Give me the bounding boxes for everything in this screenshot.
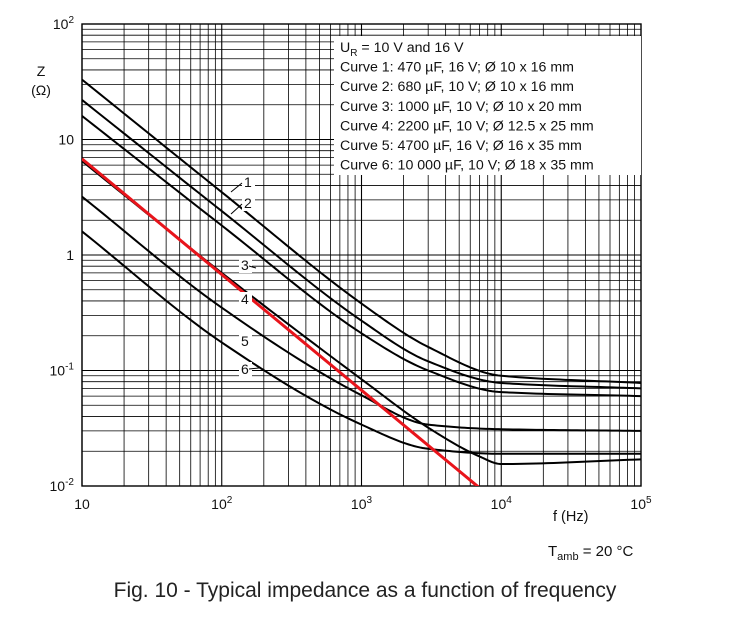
curve-label-leader	[248, 265, 257, 269]
y-tick-label: 102	[53, 15, 75, 32]
curve-label-leader	[248, 367, 260, 370]
series-curve-4	[82, 195, 641, 432]
legend-entry: Curve 6: 10 000 µF, 10 V; Ø 18 x 35 mm	[340, 158, 594, 174]
curves	[82, 78, 641, 486]
y-tick-label: 10	[58, 132, 74, 148]
legend-entry: UR = 10 V and 16 V	[340, 40, 464, 59]
legend-entry: Curve 4: 2200 µF, 10 V; Ø 12.5 x 25 mm	[340, 118, 594, 134]
series-curve-5	[82, 230, 641, 455]
x-tick-label: 105	[630, 495, 652, 512]
y-tick-label: 1	[66, 247, 74, 263]
curve-labels: 1 2 3 4 5 6	[230, 174, 260, 377]
legend-entry: Curve 3: 1000 µF, 10 V; Ø 10 x 20 mm	[340, 99, 582, 115]
legend-entry: Curve 5: 4700 µF, 16 V; Ø 16 x 35 mm	[340, 138, 582, 154]
series-curve-2	[82, 99, 641, 390]
curve-label-5: 5	[241, 333, 249, 349]
curve-label-bg	[242, 175, 255, 190]
series-curve-1	[82, 78, 641, 384]
curve-label-bg	[239, 292, 252, 307]
y-axis-unit: (Ω)	[31, 82, 51, 98]
figure-caption: Fig. 10 - Typical impedance as a functio…	[113, 579, 617, 602]
axes: 10 102 103 104 105 102 10 1 10-1 10-2 Z (Ω) f (Hz)	[31, 15, 652, 525]
curve-label-6: 6	[241, 361, 249, 377]
curve-label-leader	[230, 182, 243, 193]
legend-entry: Curve 1: 470 µF, 16 V; Ø 10 x 16 mm	[340, 60, 574, 76]
x-axis-label: f (Hz)	[553, 509, 588, 525]
y-tick-label: 10-1	[50, 362, 75, 379]
x-tick-label: 103	[351, 495, 373, 512]
curve-label-1: 1	[244, 174, 252, 190]
curve-label-leader	[230, 203, 243, 215]
curve-label-bg	[239, 334, 252, 349]
curve-label-4: 4	[241, 291, 249, 307]
y-axis-label: Z	[37, 63, 46, 79]
ambient-temperature-note: Tamb = 20 °C	[548, 543, 634, 563]
plot-frame	[81, 23, 642, 487]
x-tick-label: 10	[74, 496, 90, 512]
curve-label-3: 3	[241, 257, 249, 273]
series-curve-3	[82, 115, 641, 398]
legend-entry: Curve 2: 680 µF, 10 V; Ø 10 x 16 mm	[340, 79, 574, 95]
x-tick-label: 104	[491, 495, 513, 512]
curve-label-bg	[239, 258, 252, 273]
series-red-line	[82, 157, 480, 486]
y-tick-label: 10-2	[50, 477, 75, 494]
curve-label-bg	[239, 362, 252, 377]
curve-label-2: 2	[244, 195, 252, 211]
curve-label-bg	[242, 196, 255, 211]
x-tick-label: 102	[211, 495, 233, 512]
legend-box	[334, 36, 641, 175]
